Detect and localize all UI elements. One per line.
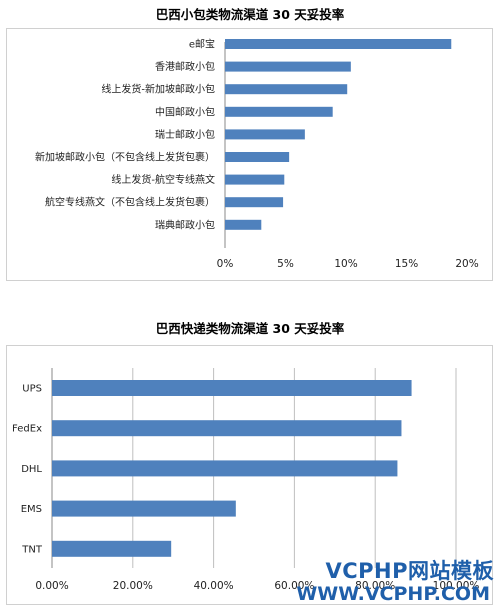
tick-label: 40.00% [194, 580, 234, 592]
category-label: 线上发货-航空专线燕文 [111, 173, 215, 186]
tick-label: 15% [395, 258, 418, 270]
watermark-text: VCPHP网站模板 [325, 559, 494, 583]
bar [225, 219, 262, 230]
bar [225, 106, 333, 117]
category-label: TNT [21, 544, 43, 555]
bar [225, 152, 290, 162]
bar [225, 61, 351, 72]
watermark-url: WWW.VCPHP.COM [296, 583, 490, 605]
category-label: 线上发货-新加坡邮政小包 [101, 83, 215, 96]
tick-label: 60.00% [274, 580, 314, 592]
bar [52, 420, 402, 437]
tick-label: 20% [455, 258, 478, 270]
bar [52, 380, 412, 396]
bar [225, 129, 305, 140]
category-label: 中国邮政小包 [155, 105, 215, 118]
tick-label: 0.00% [35, 580, 68, 592]
tick-label: 5% [277, 258, 294, 270]
category-label: DHL [21, 464, 42, 475]
bar [52, 460, 398, 477]
category-label: 瑞士邮政小包 [155, 128, 215, 141]
category-label: e邮宝 [189, 38, 215, 51]
category-label: 新加坡邮政小包（不包含线上发货包裹） [35, 151, 215, 164]
bar [225, 84, 348, 95]
category-label: 航空专线燕文（不包含线上发货包裹） [45, 196, 215, 209]
bar [52, 540, 172, 557]
bar [52, 500, 236, 517]
tick-label: 10% [334, 258, 357, 270]
bar [225, 197, 284, 208]
chart-title: 巴西快递类物流渠道 30 天妥投率 [155, 321, 345, 336]
bar [225, 174, 285, 185]
category-label: 瑞典邮政小包 [155, 218, 215, 231]
tick-label: 100.00% [433, 580, 480, 592]
category-label: FedEx [12, 424, 42, 435]
tick-label: 20.00% [113, 580, 153, 592]
tick-label: 0% [217, 258, 234, 270]
chart-title: 巴西小包类物流渠道 30 天妥投率 [155, 7, 345, 22]
category-label: EMS [21, 504, 42, 515]
bar [225, 39, 452, 49]
tick-label: 80.00% [355, 580, 395, 592]
category-label: 香港邮政小包 [155, 60, 215, 73]
category-label: UPS [22, 384, 42, 395]
